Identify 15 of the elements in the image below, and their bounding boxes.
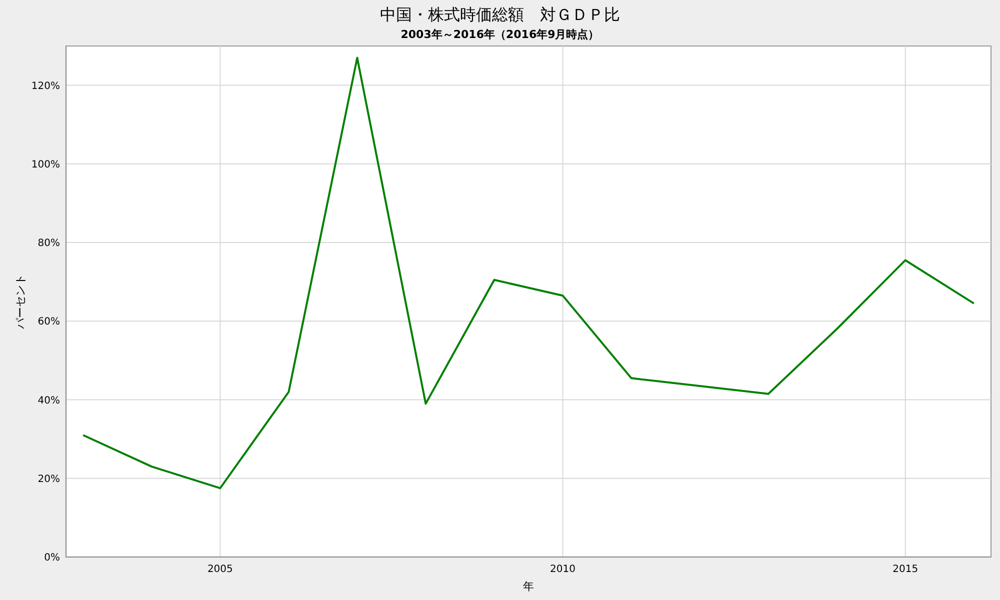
x-tick-label: 2010 xyxy=(550,564,576,575)
x-axis-title: 年 xyxy=(523,580,534,593)
x-tick-label: 2015 xyxy=(892,564,918,575)
line-series xyxy=(82,56,975,490)
y-axis-title: パーセント xyxy=(14,274,27,330)
chart-subtitle: 2003年～2016年（2016年9月時点） xyxy=(400,28,600,41)
y-tick-label: 20% xyxy=(38,474,60,485)
chart-title: 中国・株式時価総額 対ＧＤＰ比 xyxy=(380,5,620,24)
y-tick-label: 80% xyxy=(38,238,60,250)
y-tick-label: 40% xyxy=(38,395,60,406)
y-tick-label: 0% xyxy=(44,552,60,564)
y-tick-label: 60% xyxy=(38,316,60,328)
y-tick-label: 100% xyxy=(31,159,60,170)
y-tick-label: 120% xyxy=(31,80,60,92)
x-tick-label: 2005 xyxy=(207,564,233,575)
